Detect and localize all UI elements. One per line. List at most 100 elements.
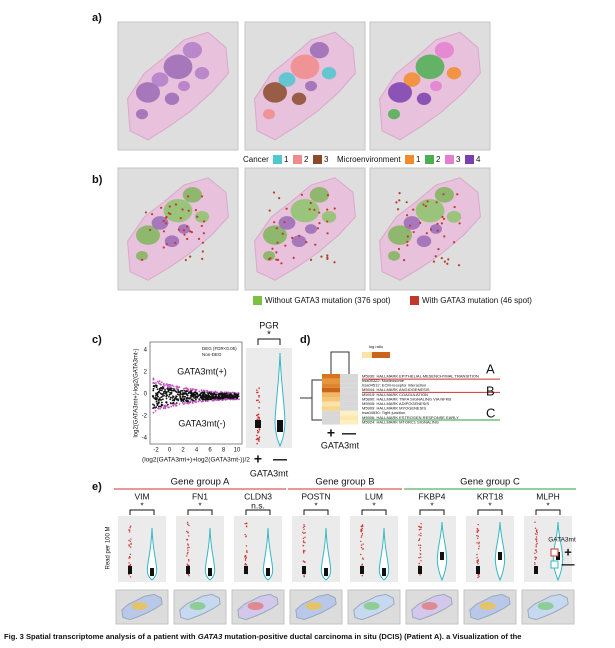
point xyxy=(244,554,247,557)
spot xyxy=(397,247,401,251)
point xyxy=(477,560,479,562)
tissue-region xyxy=(309,41,329,59)
point xyxy=(186,402,189,405)
tissue-region xyxy=(194,210,210,223)
spot xyxy=(174,203,178,206)
spot xyxy=(275,227,278,230)
point xyxy=(172,389,175,392)
point xyxy=(159,405,161,408)
point xyxy=(360,536,362,538)
thumbnail-region xyxy=(247,602,264,610)
point xyxy=(162,387,165,390)
bracket xyxy=(361,509,387,515)
point xyxy=(180,389,182,392)
point xyxy=(477,537,479,539)
bracket xyxy=(257,338,281,345)
point xyxy=(167,383,170,386)
box xyxy=(208,568,212,576)
plot-title: PGR xyxy=(259,320,279,330)
point xyxy=(156,394,159,397)
gene-label: FN1 xyxy=(192,491,208,501)
group-label: GATA3mt xyxy=(321,440,360,450)
spot xyxy=(440,257,443,260)
point xyxy=(478,543,480,545)
point xyxy=(182,400,185,403)
tissue-image xyxy=(369,21,491,151)
point xyxy=(186,393,188,396)
point xyxy=(160,401,163,404)
point xyxy=(175,402,178,404)
point xyxy=(129,540,131,542)
tissue-region xyxy=(415,54,445,80)
bracket xyxy=(535,509,561,515)
point xyxy=(258,416,261,419)
tissue-region xyxy=(182,187,202,203)
point xyxy=(244,564,246,566)
significance: * xyxy=(198,500,202,510)
tissue-region xyxy=(263,225,287,245)
point xyxy=(361,535,363,537)
tissue-region xyxy=(164,92,180,105)
point xyxy=(418,534,420,536)
y-tick-label: -4 xyxy=(142,436,148,442)
row-label: M5930: HALLMARK EPITHELIAL MESENCHYMAL T… xyxy=(362,373,479,378)
point xyxy=(176,393,179,396)
heat-cell xyxy=(340,410,358,416)
spot xyxy=(149,228,152,232)
point xyxy=(152,411,155,414)
point xyxy=(129,546,132,548)
y-tick-label: 0 xyxy=(144,392,148,398)
point xyxy=(478,547,480,550)
significance: n.s. xyxy=(251,500,265,510)
point xyxy=(155,384,158,387)
spot xyxy=(182,229,185,232)
spot xyxy=(440,222,443,225)
point xyxy=(231,391,234,394)
tissue-region xyxy=(164,235,180,248)
point xyxy=(360,530,362,533)
tissue-region xyxy=(388,250,400,261)
row-label: M5905: HALLMARK ADIPOGENESIS xyxy=(362,401,429,406)
legend-item: 4 xyxy=(476,155,481,164)
spot xyxy=(184,258,187,262)
row-label: M5924: HALLMARK MTORC1 SIGNALING xyxy=(362,419,439,424)
heat-cell xyxy=(322,374,340,379)
point xyxy=(246,550,248,552)
spot xyxy=(190,231,193,234)
point xyxy=(185,398,188,400)
point xyxy=(187,549,189,551)
point xyxy=(153,382,155,385)
bracket xyxy=(419,509,445,515)
point xyxy=(201,400,203,403)
point xyxy=(152,394,154,397)
point xyxy=(220,398,223,401)
point xyxy=(152,378,155,381)
significance: * xyxy=(430,500,434,510)
point xyxy=(130,538,132,540)
spot xyxy=(443,235,446,238)
spot xyxy=(292,256,295,259)
spot xyxy=(432,260,436,263)
point xyxy=(478,545,480,547)
heat-cell xyxy=(340,378,358,384)
spot xyxy=(326,257,329,260)
thumbnail-region xyxy=(363,602,380,610)
point xyxy=(195,401,198,404)
point xyxy=(536,529,538,531)
point xyxy=(184,393,186,395)
point xyxy=(201,395,204,398)
point xyxy=(130,543,132,545)
box xyxy=(150,568,154,576)
point xyxy=(156,398,158,401)
point xyxy=(186,547,189,549)
gene-label: FKBP4 xyxy=(419,491,446,501)
box xyxy=(498,552,502,560)
spot xyxy=(424,204,427,208)
point xyxy=(165,383,168,385)
point xyxy=(200,389,203,392)
significance: * xyxy=(372,500,376,510)
heat-cell xyxy=(340,383,358,388)
group-letter: A xyxy=(486,361,495,376)
point xyxy=(534,558,537,560)
spot xyxy=(419,221,422,224)
